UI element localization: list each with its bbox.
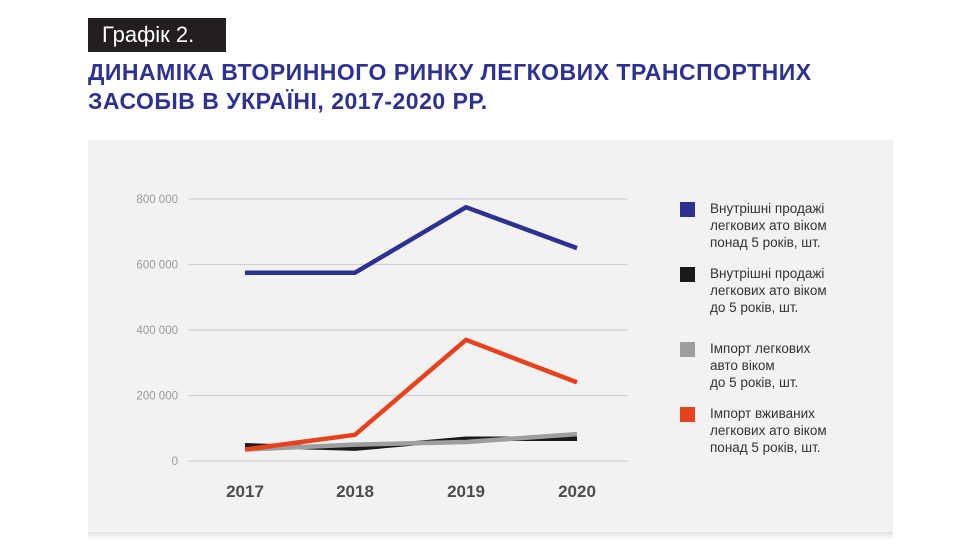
chart-number-badge: Графік 2. [88,18,226,52]
x-tick-label-2019: 2019 [447,482,485,501]
x-tick-label-2018: 2018 [336,482,374,501]
series-line-3 [244,337,578,452]
chart-title: ДИНАМІКА ВТОРИННОГО РИНКУ ЛЕГКОВИХ ТРАНС… [88,58,908,116]
y-tick-label-3: 600 000 [136,260,178,272]
x-tick-label-2017: 2017 [226,482,264,501]
legend-label-3: Імпорт вживаних легкових ато віком понад… [710,406,827,455]
chart-title-line-2: ЗАСОБІВ В УКРАЇНІ, 2017-2020 РР. [88,88,488,114]
x-tick-label-2020: 2020 [558,482,596,501]
chart-panel [88,140,893,532]
series-line-0 [245,204,578,275]
legend-swatch-2 [680,342,695,357]
legend-label-2: Імпорт легкових авто віком до 5 років, ш… [710,341,811,390]
y-tick-label-4: 800 000 [136,194,178,206]
legend-swatch-3 [680,407,695,422]
legend-swatch-0 [680,202,695,217]
legend-label-0: Внутрішні продажі легкових ато віком пон… [710,201,827,250]
legend-label-1: Внутрішні продажі легкових ато віком до … [710,266,827,315]
chart-title-line-1: ДИНАМІКА ВТОРИННОГО РИНКУ ЛЕГКОВИХ ТРАНС… [88,59,812,85]
series-line-2 [244,431,578,452]
y-tick-label-1: 200 000 [136,391,178,403]
y-tick-label-2: 400 000 [136,325,178,337]
legend-swatch-1 [680,267,695,282]
chart-panel-shadow [88,532,893,540]
y-tick-label-0: 0 [172,456,178,468]
